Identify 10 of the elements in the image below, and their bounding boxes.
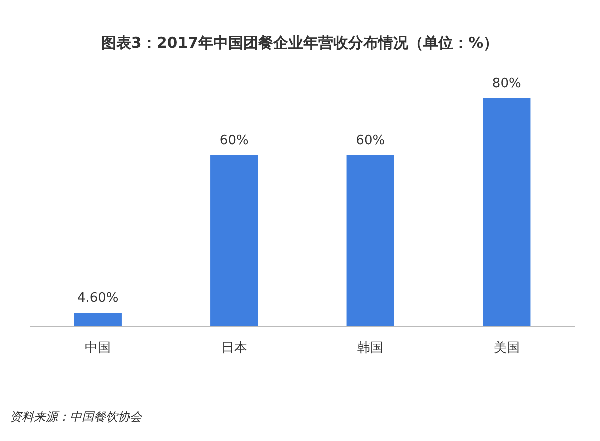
x-tick-label: 日本	[221, 340, 248, 355]
x-tick-label: 中国	[85, 340, 112, 355]
data-label: 80%	[492, 76, 522, 92]
data-label: 60%	[356, 133, 386, 148]
chart-title: 图表3：2017年中国团餐企业年营收分布情况（单位：%）	[100, 34, 500, 53]
x-tick-label: 韩国	[358, 340, 384, 355]
data-label: 4.60%	[77, 291, 119, 306]
data-label: 60%	[220, 133, 249, 148]
text: 资料来源：中国餐饮协会	[10, 409, 142, 426]
x-tick-label: 美国	[494, 340, 520, 355]
